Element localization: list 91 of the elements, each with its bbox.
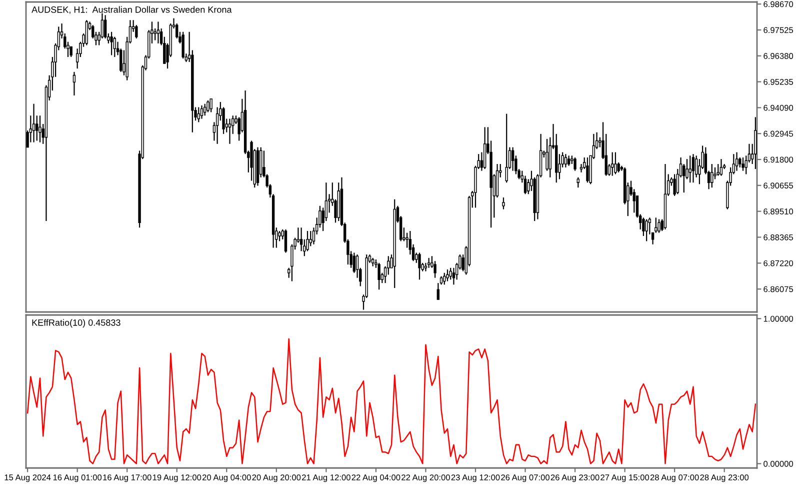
line-series [26,338,756,464]
candlestick [564,154,568,168]
x-tick-label: 16 Aug 01:00 [53,474,102,482]
candlestick [710,163,714,188]
candlestick [206,100,210,113]
y-tick-label: 6.96380 [764,53,794,59]
y-tick-label: 6.86075 [764,286,794,292]
candlestick [446,268,449,282]
candlestick [688,155,692,184]
candlestick [306,230,309,252]
candlestick [567,155,570,166]
candlestick [716,163,720,176]
y-tick-label: 6.87220 [764,260,794,266]
candlestick [72,71,76,96]
x-tick-label: 19 Aug 12:00 [152,474,202,482]
y-tick-label: 6.98670 [764,1,794,8]
candlestick [309,230,312,247]
candlestick [113,36,116,58]
candlestick [197,106,200,123]
chart-title: KEffRatio(10) 0.45833 [32,319,120,328]
candlestick [617,162,620,173]
x-tick-label: 27 Aug 15:00 [600,474,650,482]
candlestick [735,152,738,172]
candlestick [692,154,695,184]
candlestick [483,126,486,170]
candlestick [210,98,212,113]
x-tick-label: 15 Aug 2024 [4,474,51,482]
candlestick [720,158,723,176]
x-tick-label: 23 Aug 12:00 [451,474,500,482]
candlestick [611,152,614,176]
candlestick [642,217,645,237]
candlestick [742,156,744,172]
candlestick [714,166,716,180]
chart-title: AUDSEK, H1: Australian Dollar vs Sweden Krona [32,6,232,14]
y-tick-label: 6.88365 [764,234,794,240]
candlestick [278,230,281,242]
y-tick-label: 6.92945 [764,130,794,137]
candlestick [296,227,300,244]
x-tick-label: 28 Aug 23:00 [700,474,749,482]
candlestick [204,103,206,116]
candlestick [614,152,617,175]
candlestick [200,104,204,120]
candlestick [443,272,446,286]
x-tick-label: 28 Aug 07:00 [650,474,699,482]
candlestick [284,228,288,254]
candlestick [154,28,156,41]
candlestick [738,156,742,168]
x-tick-label: 21 Aug 12:00 [302,474,350,482]
y-tick-label: 6.91800 [764,156,794,163]
candlestick [546,138,548,172]
candlestick [524,175,527,195]
candlestick [502,196,505,210]
candlestick [658,218,660,234]
x-tick-label: 16 Aug 17:00 [103,474,152,482]
y-tick-label: 6.97525 [764,27,794,34]
y-tick-label: 0.00000 [764,460,794,467]
candlestick [418,252,421,280]
candlestick [645,218,648,242]
x-tick-label: 22 Aug 04:00 [352,474,400,482]
candlestick [36,115,38,142]
x-tick-label: 26 Aug 23:00 [550,474,600,482]
y-tick-label: 6.95235 [764,78,794,85]
y-tick-label: 6.90655 [764,182,794,188]
candlestick [228,118,232,144]
candlestick [70,46,72,58]
candlestick [38,115,42,143]
candlestick [110,31,113,56]
candlestick [452,267,456,286]
candlestick [511,146,514,172]
candlestick [574,156,576,172]
candlestick [156,21,160,44]
x-tick-label: 20 Aug 04:00 [202,474,251,482]
candlestick [682,163,686,194]
x-tick-label: 26 Aug 07:00 [501,474,550,482]
candlestick [85,20,88,46]
y-tick-label: 6.89510 [764,208,794,214]
y-tick-label: 1.00000 [764,316,794,322]
x-tick-label: 22 Aug 20:00 [402,474,450,482]
candlestick [505,113,508,184]
candlestick [182,31,184,60]
candlestick [378,262,380,290]
candlestick [586,156,589,184]
candlestick [300,227,303,252]
y-tick-label: 6.94090 [764,104,794,111]
candlestick [754,116,757,170]
candlestick [424,262,428,272]
candlestick [576,176,580,188]
candlestick [427,257,430,268]
candlestick [449,267,452,280]
candlestick [32,103,36,143]
x-tick-label: 20 Aug 20:00 [252,474,301,482]
